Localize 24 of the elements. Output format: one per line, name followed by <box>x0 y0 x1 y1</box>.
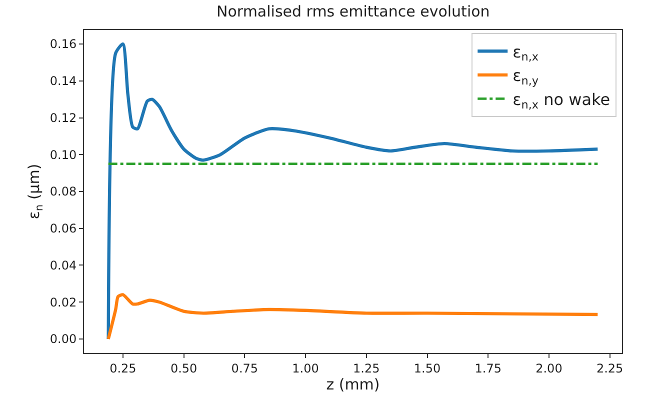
x-tick-label: 1.50 <box>414 361 441 376</box>
x-tick-label: 1.00 <box>292 361 319 376</box>
line-series <box>106 293 600 341</box>
x-tick-label: 1.25 <box>353 361 380 376</box>
y-tick-label: 0.00 <box>50 332 77 346</box>
legend-label: ε$_{n,x}$ no wake <box>512 90 610 112</box>
y-tick-label: 0.06 <box>50 222 77 236</box>
chart-title: Normalised rms emittance evolution <box>216 2 490 21</box>
y-tick-label: 0.16 <box>50 37 77 52</box>
y-tick-label: 0.12 <box>50 110 77 125</box>
legend-label: ε$_{n,x}$ <box>512 42 539 64</box>
y-tick-label: 0.14 <box>50 74 77 88</box>
x-tick-label: 0.75 <box>231 361 258 376</box>
y-tick-label: 0.04 <box>50 258 77 272</box>
legend-label: ε$_{n,y}$ <box>512 66 539 88</box>
x-axis-title: z (mm) <box>326 375 380 394</box>
y-tick-label: 0.08 <box>50 184 77 199</box>
x-tick-label: 0.50 <box>170 361 198 376</box>
x-tick-label: 2.25 <box>596 361 624 376</box>
x-tick-label: 2.00 <box>536 361 562 376</box>
x-tick-label: 0.25 <box>110 361 136 376</box>
y-tick-label: 0.02 <box>50 295 77 310</box>
x-tick-label: 1.75 <box>474 361 502 376</box>
y-tick-label: 0.10 <box>50 148 77 162</box>
